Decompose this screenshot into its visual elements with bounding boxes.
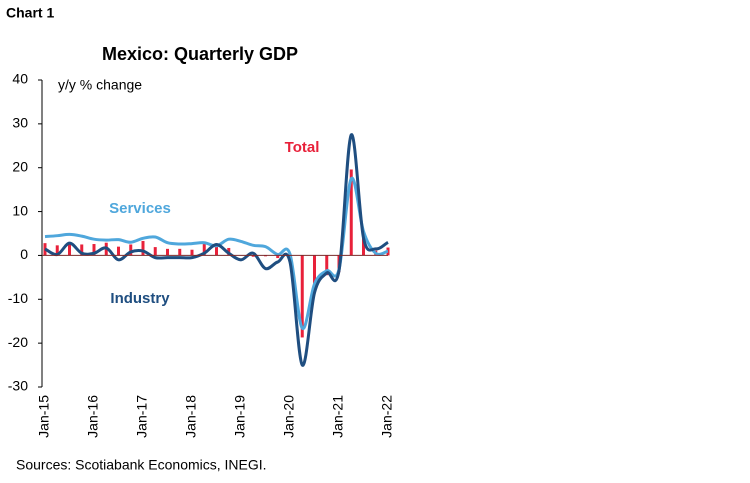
series-label: Services bbox=[109, 200, 171, 217]
bar bbox=[325, 255, 329, 276]
bar bbox=[178, 248, 182, 256]
bar bbox=[313, 255, 316, 294]
x-tick-label: Jan-15 bbox=[36, 395, 52, 438]
x-tick-label: Jan-20 bbox=[281, 395, 297, 438]
bar bbox=[92, 244, 96, 256]
y-tick-label: 30 bbox=[12, 115, 28, 131]
x-tick-label: Jan-19 bbox=[232, 395, 248, 438]
chart-title: Mexico: Quarterly GDP bbox=[102, 44, 298, 64]
chart-header: Chart 1 bbox=[6, 5, 54, 21]
y-tick-label: -30 bbox=[8, 378, 28, 394]
x-tick-label: Jan-16 bbox=[85, 395, 101, 438]
bar bbox=[55, 245, 59, 256]
source-note: Sources: Scotiabank Economics, INEGI. bbox=[16, 457, 267, 473]
bar bbox=[362, 235, 365, 256]
series-label: Industry bbox=[110, 290, 170, 307]
bar bbox=[141, 240, 145, 256]
x-tick-label: Jan-22 bbox=[379, 395, 395, 438]
y-tick-label: 20 bbox=[12, 158, 28, 174]
bar bbox=[166, 248, 169, 256]
bar bbox=[117, 246, 120, 256]
bar bbox=[129, 244, 133, 256]
x-tick-label: Jan-21 bbox=[330, 395, 346, 438]
bar bbox=[349, 169, 353, 256]
bar bbox=[300, 255, 304, 338]
y-tick-label: 40 bbox=[12, 71, 28, 87]
y-tick-label: -20 bbox=[8, 334, 28, 350]
bar bbox=[202, 244, 206, 256]
x-tick-label: Jan-17 bbox=[134, 395, 150, 438]
bar bbox=[80, 244, 84, 256]
y-tick-label: 0 bbox=[20, 246, 28, 262]
y-tick-label: 10 bbox=[12, 202, 28, 218]
bar bbox=[251, 255, 255, 257]
bar bbox=[276, 255, 280, 259]
bar bbox=[190, 249, 194, 256]
bar bbox=[68, 243, 71, 256]
bar bbox=[215, 244, 218, 256]
y-axis-label: y/y % change bbox=[58, 77, 142, 93]
y-tick-label: -10 bbox=[8, 290, 28, 306]
x-tick-label: Jan-18 bbox=[183, 395, 199, 438]
line bbox=[44, 133, 389, 367]
series-label: Total bbox=[285, 139, 320, 156]
bar bbox=[153, 247, 157, 256]
